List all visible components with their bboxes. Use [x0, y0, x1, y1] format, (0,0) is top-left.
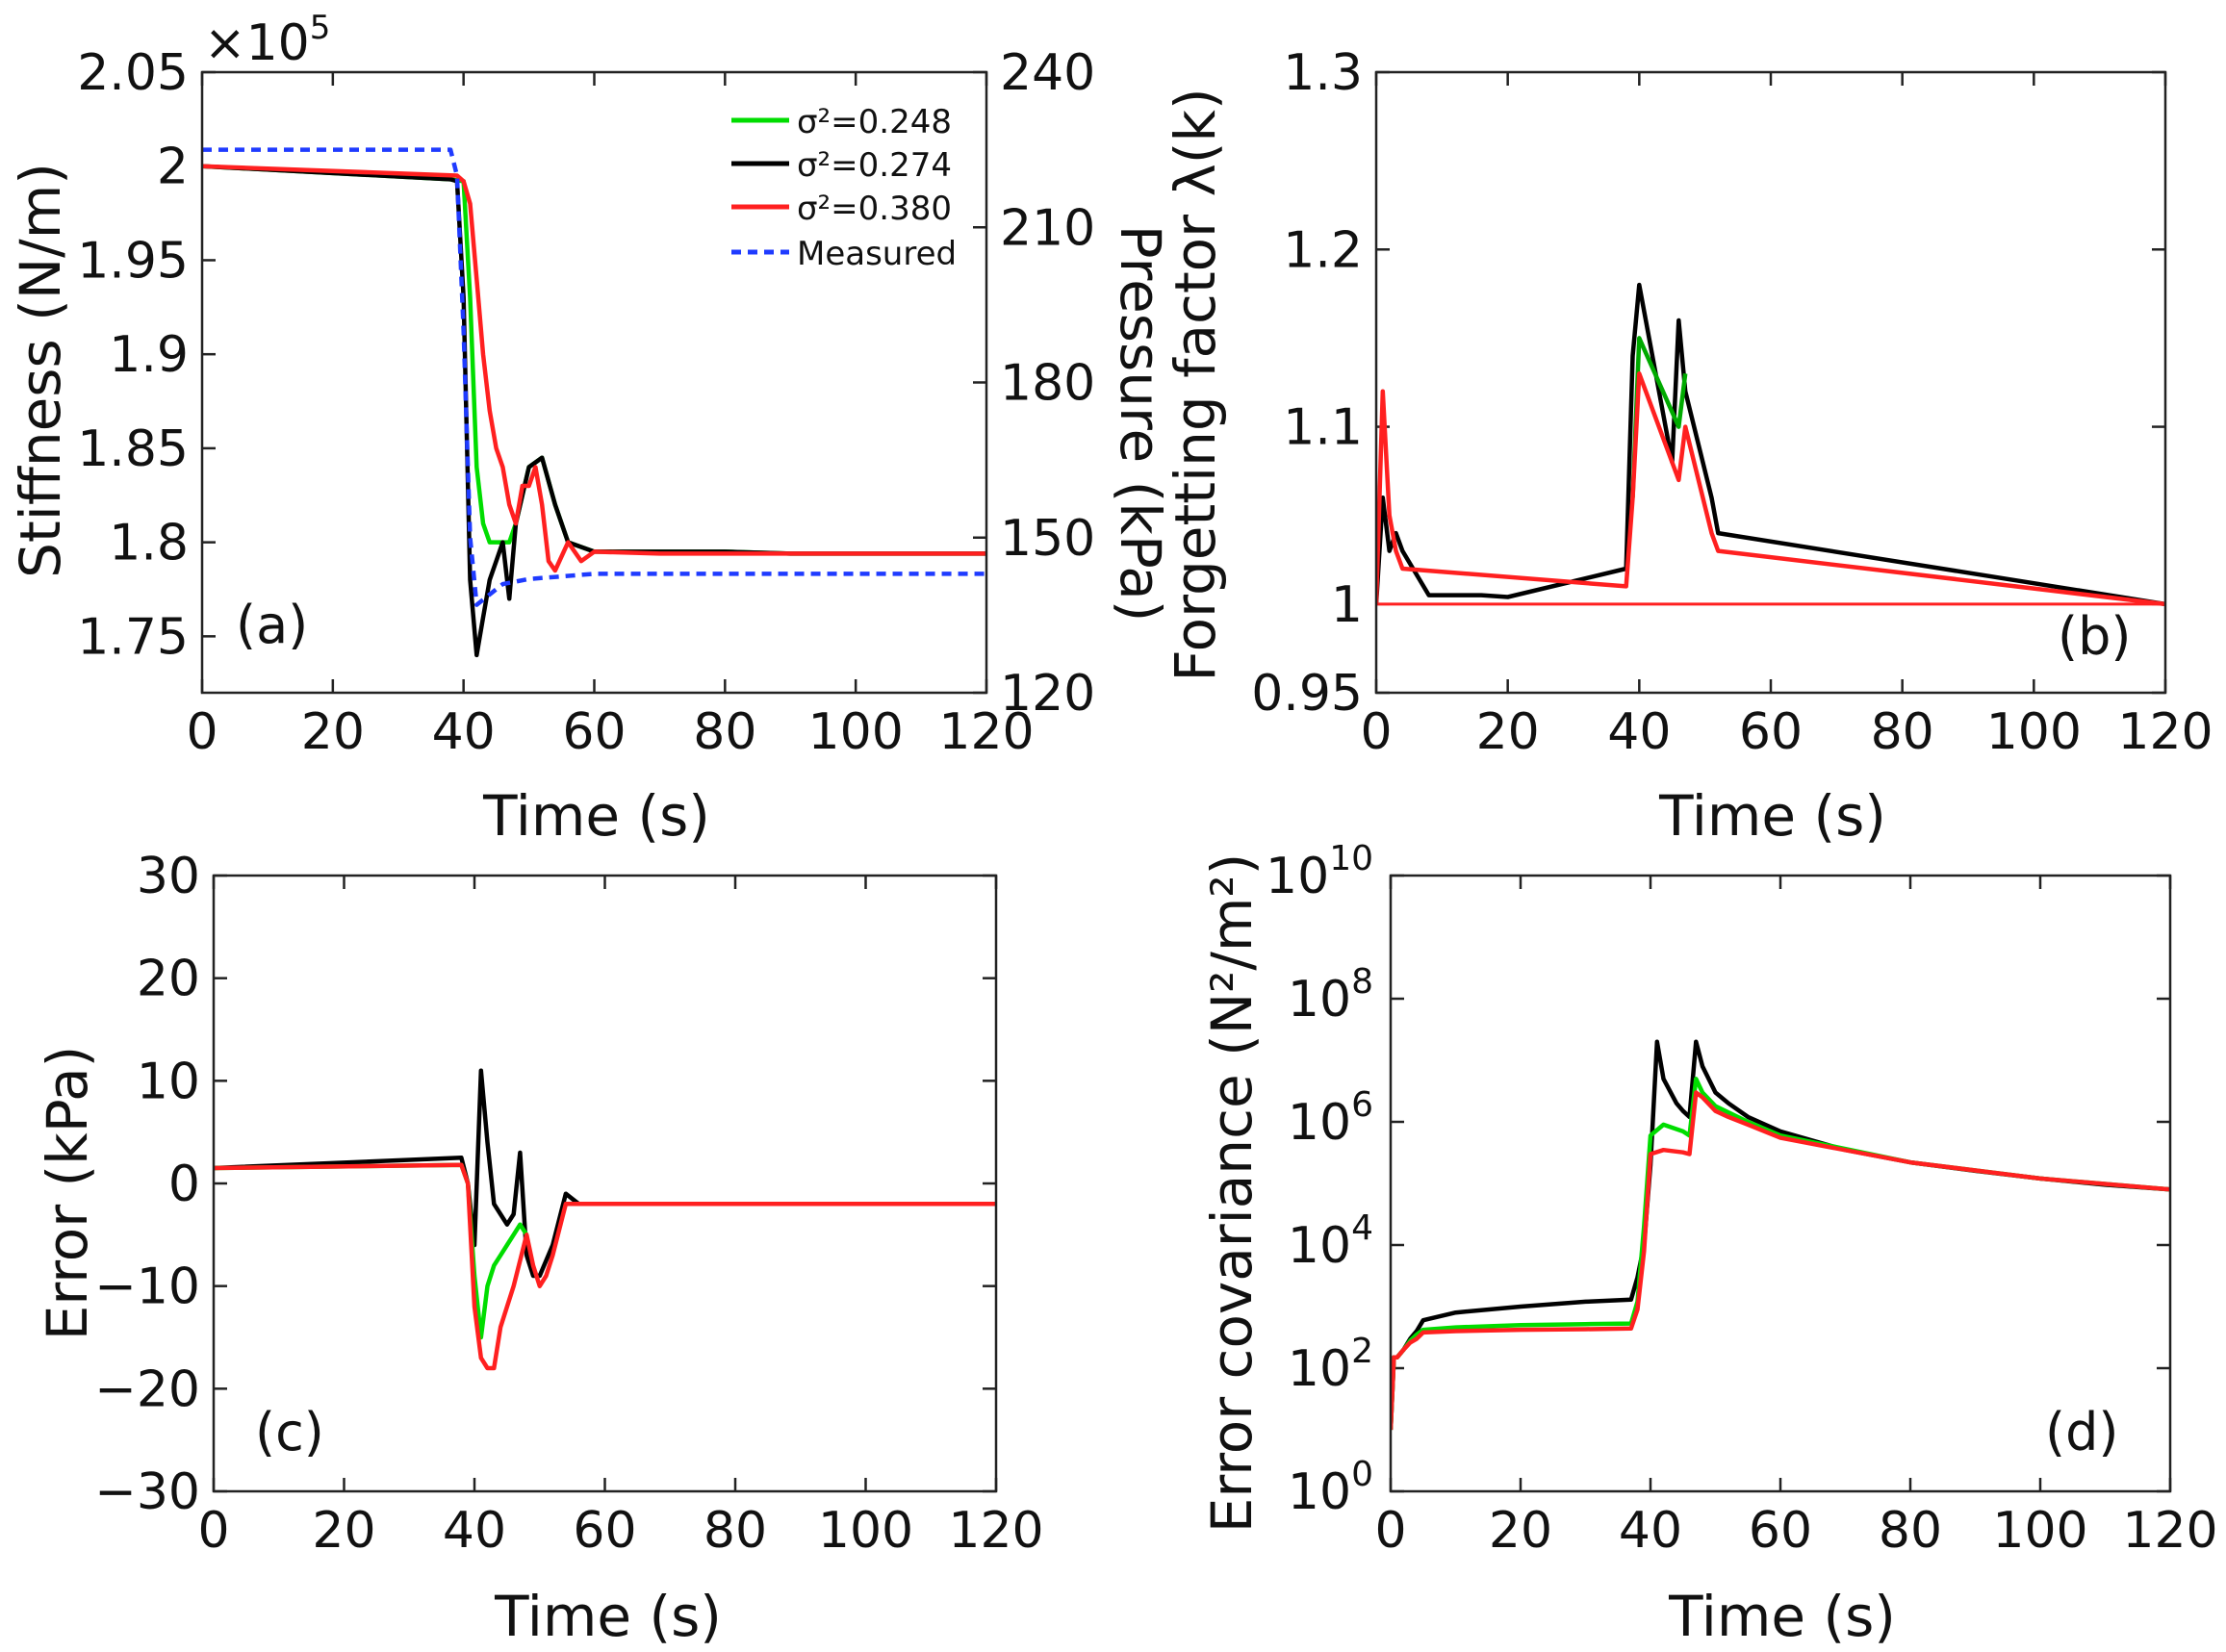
series-line [202, 164, 986, 573]
y-tick-label: −10 [94, 1258, 200, 1316]
x-tick-label: 0 [1374, 1502, 1406, 1560]
y-tick-label: 0.95 [1251, 665, 1363, 723]
y-tick-label: 2.05 [77, 44, 189, 102]
x-tick-label: 60 [573, 1502, 636, 1560]
y-tick-label-right: 120 [1000, 665, 1095, 723]
x-tick-label: 0 [186, 703, 217, 761]
x-tick-label: 40 [432, 703, 496, 761]
x-tick-label: 80 [704, 1502, 767, 1560]
y-tick-label: 1.95 [77, 232, 189, 290]
exponent-label: ×105 [204, 9, 330, 72]
y-tick-label: 1 [1331, 576, 1363, 634]
x-tick-label: 60 [562, 703, 626, 761]
y-tick-label: 1.2 [1283, 221, 1363, 279]
y-tick-label-right: 210 [1000, 199, 1095, 257]
y-tick-label: 1.8 [109, 515, 189, 572]
panel-d-error-covariance-chart: Error covariance (N²/m²) Time (s) (d) 0 2… [1199, 839, 2218, 1649]
y-tick-label: 1.75 [77, 608, 189, 666]
y-tick-label: 30 [137, 848, 200, 905]
legend: σ²=0.248 σ²=0.274 σ²=0.380 Measured [731, 103, 957, 273]
x-tick-label: 20 [1489, 1502, 1552, 1560]
legend-label: σ²=0.380 [797, 190, 952, 228]
plot-frame [200, 70, 988, 695]
y-tick-label: 102 [1288, 1332, 1373, 1398]
y-tick-label-right: 240 [1000, 44, 1095, 102]
legend-label: σ²=0.274 [797, 146, 952, 185]
x-axis-label: Time (s) [482, 783, 710, 849]
y-tick-label: 100 [1288, 1455, 1373, 1521]
x-tick-label: 40 [1619, 1502, 1682, 1560]
y-tick-label: 10 [137, 1053, 200, 1110]
panel-b-forgetting-factor-chart: Forgetting factor λ(k) Time (s) (b) 0 20 4… [1163, 44, 2213, 849]
x-axis-label: Time (s) [1658, 783, 1886, 849]
series-line [214, 1162, 529, 1340]
panel-label: (b) [2058, 606, 2131, 667]
y-tick-label: 1.1 [1283, 399, 1363, 457]
x-tick-label: 80 [693, 703, 756, 761]
x-tick-label: 100 [1986, 703, 2082, 761]
y-tick-label: −20 [94, 1360, 200, 1418]
y-tick-label-right: 150 [1000, 510, 1095, 568]
x-axis-label: Time (s) [494, 1584, 722, 1649]
y-axis-label: Error covariance (N²/m²) [1199, 853, 1265, 1534]
x-tick-label: 120 [938, 703, 1034, 761]
y-tick-label: 1.3 [1283, 44, 1363, 102]
x-tick-label: 80 [1871, 703, 1934, 761]
y-tick-label: 1.9 [109, 326, 189, 384]
legend-label: Measured [797, 235, 957, 273]
y-tick-label: 104 [1288, 1208, 1373, 1275]
panel-a-stiffness-chart: ×105 Stiffness (N/m) Pressure (kPa) Time… [8, 9, 1173, 849]
series-line [1391, 1090, 2170, 1431]
x-tick-label: 60 [1749, 1502, 1812, 1560]
x-tick-label: 100 [1992, 1502, 2087, 1560]
plot-frame [212, 874, 998, 1493]
x-tick-label: 120 [2122, 1502, 2217, 1560]
y-tick-label: 1.85 [77, 420, 189, 478]
legend-label: σ²=0.248 [797, 103, 952, 141]
y-tick-label: 2 [157, 139, 189, 196]
panel-c-error-chart: Error (kPa) Time (s) (c) 0 20 40 60 80 100 120… [35, 848, 1044, 1649]
y-tick-label: 20 [137, 951, 200, 1008]
x-axis-label: Time (s) [1668, 1584, 1896, 1649]
x-tick-label: 40 [1607, 703, 1671, 761]
panel-label: (c) [255, 1402, 324, 1462]
y-tick-label: 108 [1288, 962, 1373, 1029]
x-tick-label: 120 [948, 1502, 1043, 1560]
x-tick-label: 40 [443, 1502, 506, 1560]
series-line [214, 1068, 996, 1279]
plot-frame [1374, 70, 2167, 695]
y-tick-label: 0 [168, 1156, 200, 1213]
panel-label: (d) [2045, 1402, 2118, 1462]
series-line [1376, 371, 2165, 607]
x-tick-label: 120 [2117, 703, 2213, 761]
x-tick-label: 100 [808, 703, 904, 761]
x-tick-label: 0 [1360, 703, 1392, 761]
series-line [214, 1162, 996, 1371]
y-tick-label: 106 [1288, 1085, 1373, 1152]
series-line [1391, 1039, 2170, 1431]
y-axis-label: Stiffness (N/m) [8, 163, 73, 578]
plot-frame [1389, 874, 2172, 1493]
panel-label: (a) [236, 595, 308, 655]
x-tick-label: 20 [301, 703, 365, 761]
y-tick-label: 1010 [1266, 839, 1373, 905]
x-tick-label: 100 [818, 1502, 913, 1560]
y-tick-label: −30 [94, 1463, 200, 1521]
y-axis-label: Forgetting factor λ(k) [1163, 88, 1228, 681]
series-line [202, 147, 986, 607]
x-tick-label: 0 [197, 1502, 229, 1560]
x-tick-label: 80 [1879, 1502, 1942, 1560]
x-tick-label: 20 [312, 1502, 375, 1560]
y-axis-label: Error (kPa) [35, 1046, 100, 1341]
x-tick-label: 60 [1739, 703, 1803, 761]
y-axis-label-right: Pressure (kPa) [1108, 225, 1173, 623]
y-tick-label-right: 180 [1000, 355, 1095, 413]
x-tick-label: 20 [1476, 703, 1540, 761]
